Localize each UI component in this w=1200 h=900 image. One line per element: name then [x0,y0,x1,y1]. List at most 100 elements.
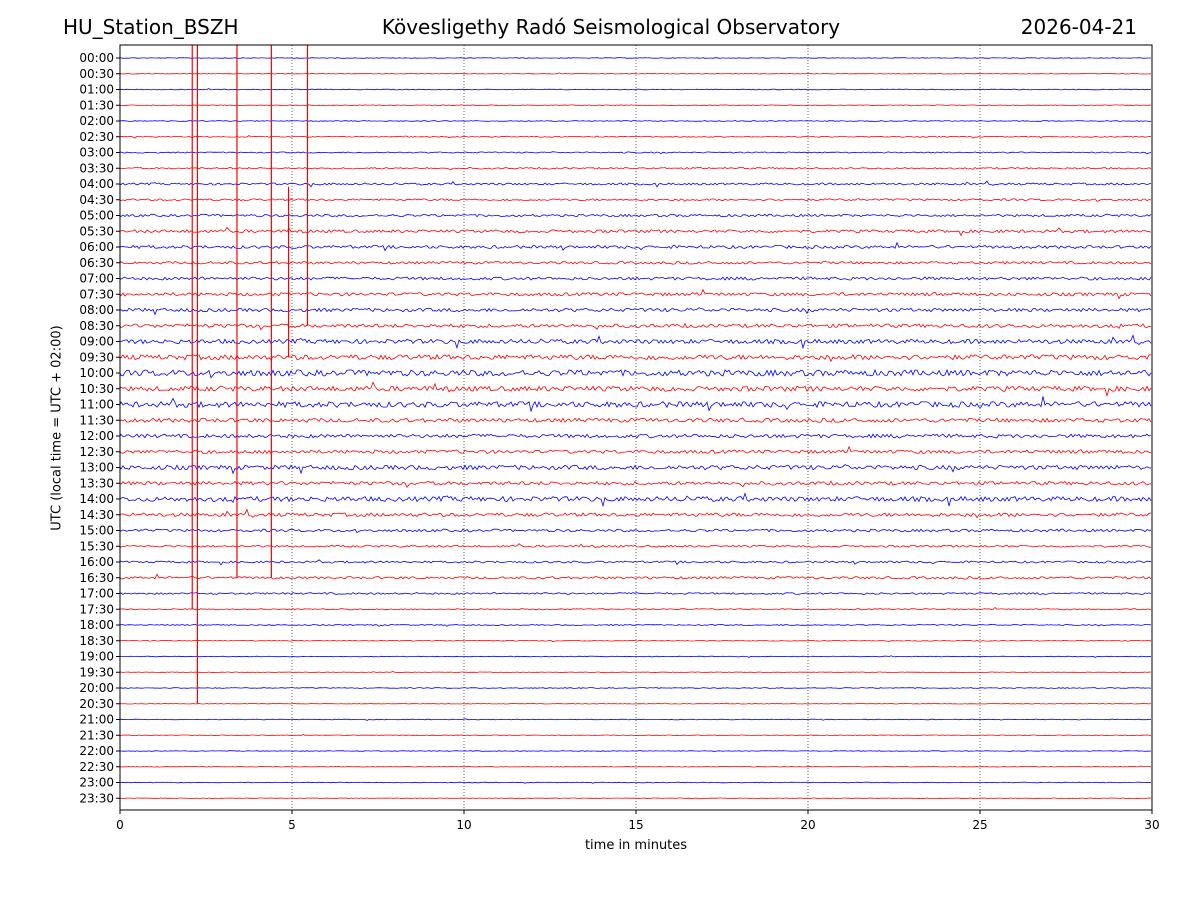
y-tick-label: 08:00 [79,303,114,317]
y-tick-label: 23:30 [79,791,114,805]
trace-16:00 [119,559,1152,566]
y-tick-label: 12:00 [79,429,114,443]
trace-00:30 [119,72,1152,75]
y-tick-label: 08:30 [79,319,114,333]
y-tick-label: 12:30 [79,445,114,459]
trace-18:30 [119,639,1152,643]
y-tick-label: 07:00 [79,272,114,286]
x-tick-label: 20 [800,818,815,832]
trace-19:00 [120,655,1152,658]
chart-title: Kövesligethy Radó Seismological Observat… [381,15,841,39]
x-tick-label: 25 [972,818,987,832]
station-name: HU_Station_BSZH [63,15,239,39]
y-tick-label: 15:30 [79,539,114,553]
trace-22:30 [120,765,1152,768]
y-tick-label: 20:00 [79,681,114,695]
y-tick-label: 11:00 [79,398,114,412]
grid-lines [291,45,981,810]
y-tick-label: 01:30 [79,98,114,112]
y-tick-label: 09:30 [79,350,114,364]
trace-22:00 [120,750,1152,752]
y-tick-label: 19:00 [79,650,114,664]
trace-23:00 [120,781,1152,784]
x-axis-label: time in minutes [584,838,688,853]
y-tick-label: 21:00 [79,713,114,727]
trace-12:30 [119,445,1152,455]
y-tick-label: 16:30 [79,571,114,585]
y-tick-label: 10:00 [79,366,114,380]
trace-20:00 [119,687,1152,690]
trace-15:00 [119,528,1152,534]
y-tick-label: 19:30 [79,665,114,679]
x-tick-label: 10 [456,818,471,832]
x-axis: 0 5 10 15 20 25 30 [116,810,1160,832]
trace-16:30 [119,573,1152,580]
trace-05:30 [119,226,1152,237]
trace-14:30 [119,508,1152,519]
trace-21:00 [119,718,1152,721]
x-tick-label: 30 [1144,818,1159,832]
y-tick-label: 18:00 [79,618,114,632]
trace-02:30 [119,135,1152,139]
y-tick-label: 05:30 [79,224,114,238]
trace-05:00 [119,213,1152,218]
y-tick-label: 15:00 [79,524,114,538]
trace-07:00 [119,276,1152,281]
y-tick-label: 02:00 [79,114,114,128]
y-tick-label: 06:00 [79,240,114,254]
y-tick-label: 23:00 [79,776,114,790]
y-tick-label: 06:30 [79,256,114,270]
trace-10:00 [119,368,1152,379]
y-tick-label: 00:30 [79,67,114,81]
trace-01:30 [119,104,1152,107]
trace-20:30 [119,702,1152,705]
x-tick-label: 15 [628,818,643,832]
y-tick-label: 02:30 [79,130,114,144]
trace-18:00 [119,623,1152,627]
trace-09:30 [119,353,1152,363]
x-tick-label: 5 [288,818,296,832]
trace-08:30 [119,322,1152,331]
trace-11:30 [119,417,1152,423]
trace-06:00 [119,241,1152,252]
trace-15:30 [119,543,1151,548]
trace-00:00 [119,57,1152,59]
y-tick-label: 04:30 [79,193,114,207]
trace-02:00 [119,119,1152,123]
y-tick-label: 11:30 [79,413,114,427]
y-tick-label: 17:30 [79,602,114,616]
y-tick-label: 17:00 [79,587,114,601]
y-tick-label: 13:30 [79,476,114,490]
y-tick-label: 22:30 [79,760,114,774]
y-tick-label: 04:00 [79,177,114,191]
trace-04:00 [119,180,1152,188]
x-tick-label: 0 [116,818,124,832]
trace-19:30 [119,670,1152,674]
trace-17:00 [119,592,1152,595]
y-tick-label: 03:30 [79,161,114,175]
trace-03:30 [119,166,1152,171]
event-signals [191,45,309,704]
trace-13:30 [119,480,1152,488]
y-tick-label: 22:00 [79,744,114,758]
y-tick-label: 13:00 [79,461,114,475]
y-axis-label: UTC (local time = UTC + 02:00) [49,325,65,531]
chart-date: 2026-04-21 [1020,15,1137,39]
trace-10:30 [119,381,1152,398]
trace-23:30 [120,797,1152,800]
y-tick-label: 14:30 [79,508,114,522]
y-tick-label: 18:30 [79,634,114,648]
y-tick-label: 00:00 [79,51,114,65]
y-tick-label: 01:00 [79,83,114,97]
trace-07:30 [119,288,1152,300]
trace-13:00 [119,464,1152,475]
trace-17:30 [119,606,1152,611]
y-tick-label: 07:30 [79,287,114,301]
trace-12:00 [119,433,1152,439]
trace-21:30 [120,733,1152,737]
y-tick-label: 21:30 [79,728,114,742]
trace-01:00 [119,88,1152,91]
trace-03:00 [119,151,1152,155]
seismic-traces [119,57,1152,800]
